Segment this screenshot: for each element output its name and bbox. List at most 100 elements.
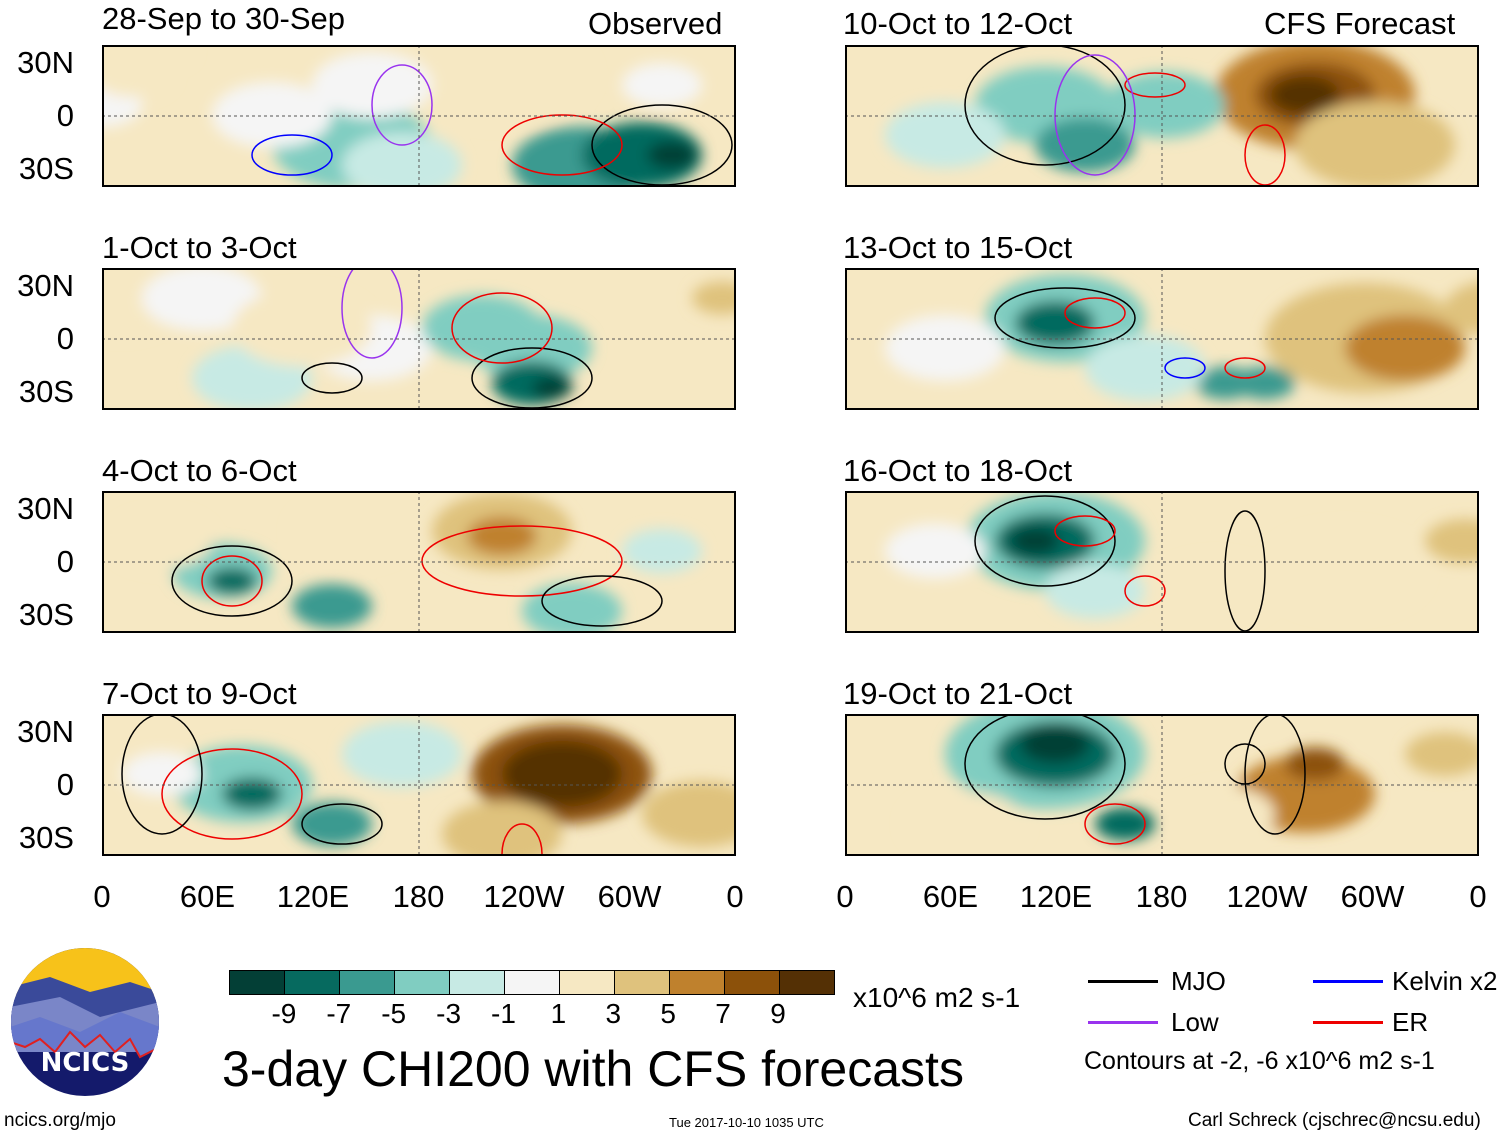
chi200-anomaly-region <box>1015 301 1095 345</box>
contour-line <box>964 45 1126 166</box>
colorbar-swatch <box>285 971 340 994</box>
colorbar-label: 5 <box>660 998 676 1029</box>
map-panel-fc-3 <box>845 491 1479 633</box>
chi200-anomaly-region <box>1235 366 1295 400</box>
footer-timestamp: Tue 2017-10-10 1035 UTC <box>669 1115 824 1130</box>
lat-label: 30S <box>18 597 74 632</box>
lon-label: 120E <box>1019 879 1093 914</box>
forecast-label: CFS Forecast <box>1264 6 1456 41</box>
chi200-anomaly-region <box>442 801 562 856</box>
contour-line <box>1124 575 1166 607</box>
colorbar-label: -5 <box>381 998 407 1029</box>
chi200-anomaly-region <box>642 781 736 847</box>
colorbar-label: 7 <box>715 998 731 1029</box>
lon-label: 60E <box>922 879 979 914</box>
contour-line <box>1164 357 1206 379</box>
chi200-anomaly-region <box>582 122 702 187</box>
panel-frame <box>102 45 736 187</box>
map-panel-fc-1 <box>845 45 1479 187</box>
colorbar-label: -3 <box>436 998 462 1029</box>
contours-note: Contours at -2, -6 x10^6 m2 s-1 <box>1084 1047 1435 1075</box>
colorbar-swatch <box>670 971 725 994</box>
chi200-anomaly-region <box>342 132 462 187</box>
chi200-anomaly-region <box>342 721 462 787</box>
legend-mjo-line <box>1088 980 1158 983</box>
colorbar <box>229 970 835 995</box>
chi200-anomaly-region <box>1175 786 1275 842</box>
footer-author: Carl Schreck (cjschrec@ncsu.edu) <box>1188 1110 1481 1131</box>
chi200-anomaly-region <box>467 516 537 556</box>
legend-low-line <box>1088 1021 1158 1024</box>
chi200-anomaly-region <box>292 584 372 628</box>
lon-label: 0 <box>836 879 854 914</box>
chi200-anomaly-region <box>1010 527 1060 555</box>
contour-line <box>251 134 333 176</box>
lon-label: 120W <box>483 879 565 914</box>
panel-title-fc-2: 13-Oct to 15-Oct <box>843 230 1073 265</box>
contour-line <box>341 268 403 359</box>
chi200-anomaly-region <box>232 289 372 367</box>
legend-kelvin-line <box>1313 980 1383 983</box>
colorbar-swatch <box>395 971 450 994</box>
chi200-anomaly-region <box>622 63 702 107</box>
panel-title-obs-2: 1-Oct to 3-Oct <box>102 230 297 265</box>
contour-line <box>541 575 663 627</box>
chi200-anomaly-region <box>1035 117 1135 173</box>
panel-title-fc-3: 16-Oct to 18-Oct <box>843 453 1073 488</box>
map-panel-fc-4 <box>845 714 1479 856</box>
chi200-anomaly-region <box>885 102 1005 168</box>
logo-text: NCICS <box>41 1048 130 1078</box>
chi200-anomaly-region <box>422 295 542 361</box>
colorbar-swatch <box>780 971 834 994</box>
colorbar-label: -7 <box>326 998 352 1029</box>
chi200-anomaly-region <box>112 513 212 569</box>
chi200-anomaly-region <box>1045 563 1145 619</box>
contour-line <box>964 714 1126 820</box>
lon-label: 60E <box>179 879 236 914</box>
colorbar-swatch <box>505 971 560 994</box>
chi200-anomaly-region <box>885 523 985 579</box>
colorbar-label: -9 <box>271 998 297 1029</box>
colorbar-label: 9 <box>770 998 786 1029</box>
chi200-anomaly-region <box>207 567 257 595</box>
lon-label: 120W <box>1226 879 1308 914</box>
lon-label: 120E <box>276 879 350 914</box>
map-panel-obs-3 <box>102 491 736 633</box>
chi200-anomaly-region <box>622 529 702 573</box>
chi200-anomaly-region <box>1105 72 1225 138</box>
chi200-anomaly-region <box>222 777 282 811</box>
legend-er-label: ER <box>1392 1007 1429 1037</box>
lat-label: 0 <box>56 321 74 356</box>
chi200-anomaly-region <box>1020 724 1090 764</box>
chi200-anomaly-region <box>292 498 412 564</box>
panel-frame <box>845 268 1479 410</box>
lat-label: 30N <box>17 268 74 303</box>
colorbar-label: 3 <box>605 998 622 1029</box>
legend-kelvin-label: Kelvin x2 <box>1392 966 1498 996</box>
contour-line <box>1054 515 1116 547</box>
panel-title-obs-3: 4-Oct to 6-Oct <box>102 453 297 488</box>
chi200-anomaly-region <box>142 268 262 331</box>
map-panel-fc-2 <box>845 268 1479 410</box>
contour-line <box>171 545 293 617</box>
figure-title: 3-day CHI200 with CFS forecasts <box>222 1041 964 1097</box>
panel-title-fc-1: 10-Oct to 12-Oct <box>843 6 1073 41</box>
chi200-anomaly-region <box>1155 558 1275 624</box>
chi200-anomaly-region <box>312 52 432 118</box>
chi200-anomaly-region <box>132 45 192 67</box>
chi200-anomaly-region <box>885 315 1005 381</box>
map-panel-obs-4 <box>102 714 736 856</box>
lat-label: 30N <box>17 491 74 526</box>
contour-line <box>1064 297 1126 329</box>
contour-line <box>161 748 303 840</box>
contour-line <box>501 114 623 176</box>
colorbar-swatch <box>615 971 670 994</box>
panel-title-fc-4: 19-Oct to 21-Oct <box>843 676 1073 711</box>
contour-line <box>371 64 433 146</box>
lat-label: 30S <box>18 820 74 855</box>
lon-label: 0 <box>93 879 111 914</box>
footer-url[interactable]: ncics.org/mjo <box>4 1110 116 1131</box>
lon-label: 180 <box>1135 879 1188 914</box>
lon-label: 180 <box>392 879 445 914</box>
colorbar-swatch <box>560 971 615 994</box>
